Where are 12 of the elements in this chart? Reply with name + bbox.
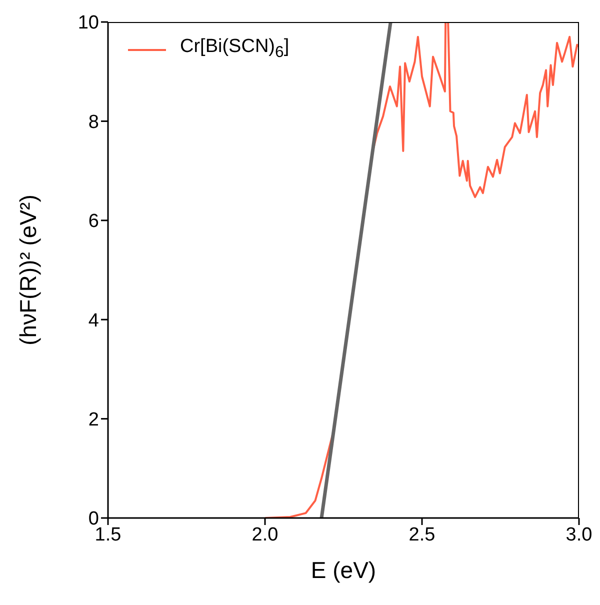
y-tick-label: 10 bbox=[78, 12, 99, 34]
y-tick-label: 8 bbox=[88, 112, 99, 133]
x-tick-label: 1.5 bbox=[94, 524, 122, 546]
legend-label: Cr[Bi(SCN)$_{6}$] bbox=[180, 35, 290, 63]
y-tick-label: 4 bbox=[88, 310, 100, 332]
x-tick-label: 2.0 bbox=[252, 524, 278, 546]
y-tick-label: 6 bbox=[88, 211, 99, 232]
x-tick-label: 2.5 bbox=[408, 524, 436, 546]
y-axis-title: (hνF(R))² (eV²) bbox=[15, 194, 42, 346]
y-tick-label: 2 bbox=[88, 410, 99, 431]
x-axis-title: E (eV) bbox=[310, 557, 376, 583]
x-tick-label: 3.0 bbox=[566, 524, 592, 546]
